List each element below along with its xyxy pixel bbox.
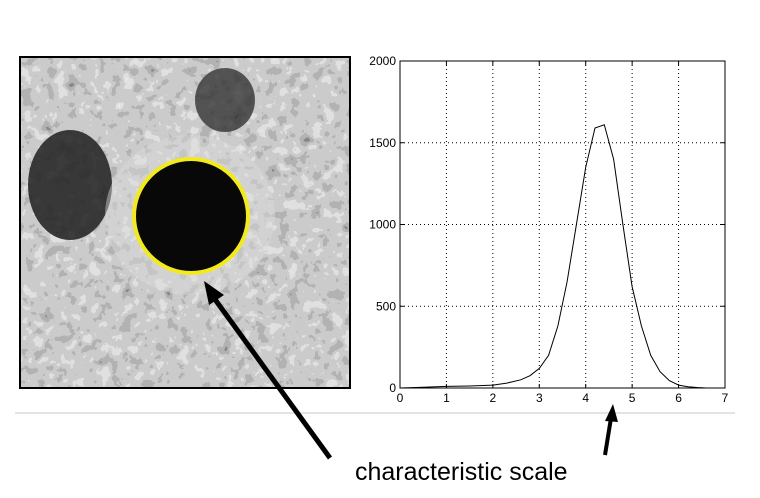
arrow-to-circle-head-icon [204, 281, 224, 305]
chart-ticks: 0 1 2 3 4 5 6 7 0 500 1000 1500 2000 [369, 54, 728, 405]
x-tick-label: 6 [675, 391, 682, 405]
arrow-to-peak [603, 404, 618, 456]
y-tick-label: 500 [376, 299, 396, 313]
dark-region-top-right [195, 68, 255, 132]
grayscale-image-panel [19, 56, 351, 389]
dark-region-left [28, 130, 112, 240]
x-tick-label: 5 [629, 391, 636, 405]
x-tick-label: 7 [722, 391, 729, 405]
response-chart: 0 1 2 3 4 5 6 7 0 500 1000 1500 2000 [369, 54, 728, 405]
y-tick-label: 2000 [369, 54, 396, 68]
chart-grid [400, 61, 725, 388]
arrow-to-peak-shaft [603, 417, 613, 456]
arrow-to-circle [204, 281, 333, 460]
arrow-to-circle-shaft [211, 296, 333, 460]
x-tick-label: 2 [490, 391, 497, 405]
dark-blob [134, 159, 248, 273]
series-line [399, 124, 707, 389]
image-border [19, 56, 351, 389]
caption-characteristic-scale: characteristic scale [355, 458, 568, 486]
x-tick-label: 0 [397, 391, 404, 405]
x-tick-label: 1 [443, 391, 450, 405]
x-tick-label: 4 [582, 391, 589, 405]
arrow-to-peak-head-icon [605, 404, 618, 422]
y-tick-label: 0 [389, 381, 396, 395]
y-tick-label: 1500 [369, 136, 396, 150]
x-tick-label: 3 [536, 391, 543, 405]
characteristic-scale-circle [132, 157, 250, 275]
y-tick-label: 1000 [369, 218, 396, 232]
